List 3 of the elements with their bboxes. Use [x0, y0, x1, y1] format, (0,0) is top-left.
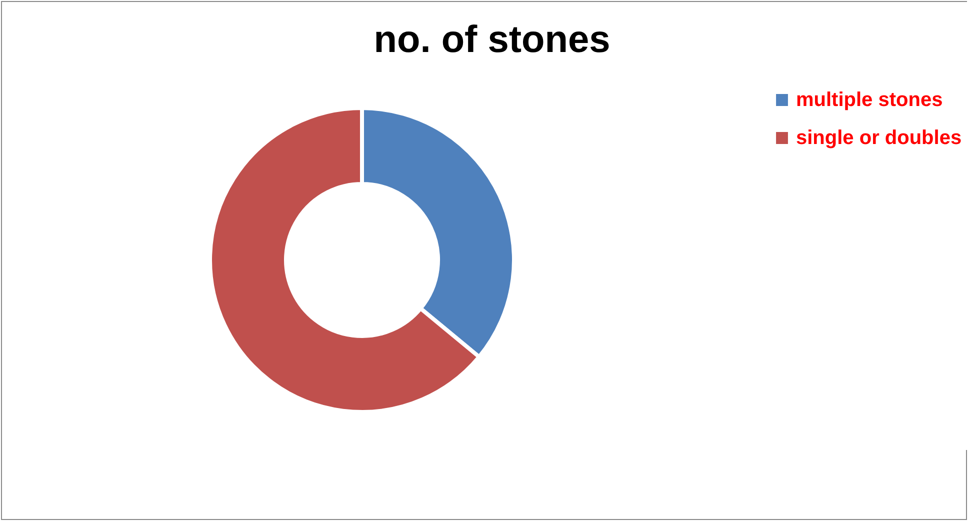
chart-title: no. of stones [374, 19, 610, 61]
legend-label: multiple stones [796, 89, 943, 111]
legend-label: single or doubles [796, 127, 962, 149]
